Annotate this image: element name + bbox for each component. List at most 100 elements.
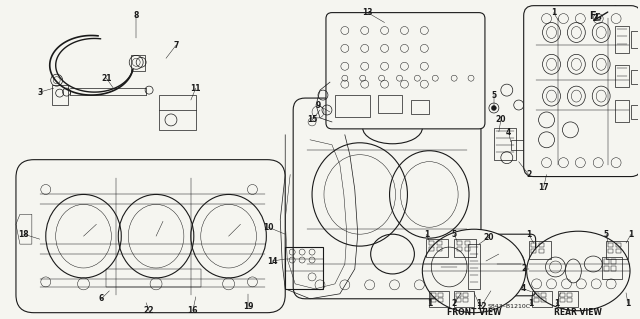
Bar [52,85,68,105]
Text: 1: 1 [427,299,432,308]
Text: 14: 14 [267,256,278,265]
Bar [541,293,545,297]
Bar [511,140,525,150]
Bar [426,239,448,257]
Bar [568,293,572,297]
Bar [335,95,370,117]
Bar [531,243,536,247]
Text: 5: 5 [452,230,457,239]
Bar [131,55,145,71]
Bar [534,298,539,302]
Bar [494,128,516,160]
Bar [457,241,462,245]
Text: 16: 16 [188,306,198,315]
FancyBboxPatch shape [524,6,640,176]
Bar [456,298,461,302]
Bar [454,291,474,307]
Bar [606,241,628,259]
Bar [454,239,476,257]
Bar [615,26,629,53]
Text: 17: 17 [538,183,549,192]
Bar [429,291,449,307]
Text: FRONT VIEW: FRONT VIEW [447,308,501,317]
Bar [539,249,543,253]
Text: 9: 9 [316,100,321,109]
Text: 5: 5 [604,230,609,239]
Polygon shape [603,6,616,19]
Text: 13: 13 [362,8,373,17]
Ellipse shape [422,229,525,313]
Bar [608,243,613,247]
Bar [429,247,435,251]
Bar [534,293,539,297]
Bar [465,241,470,245]
Text: S843–B1210C: S843–B1210C [487,304,531,309]
Bar [429,241,435,245]
Bar [463,298,468,302]
Bar [559,291,579,307]
Bar [529,241,550,259]
Bar [106,269,201,287]
Text: 20: 20 [495,115,506,124]
Bar [539,243,543,247]
Text: 4: 4 [506,128,511,137]
Bar [602,257,622,279]
Bar [468,244,480,289]
Text: 20: 20 [484,233,494,242]
Bar [438,293,444,297]
Bar [378,95,403,113]
Bar [604,259,609,264]
Text: 6: 6 [99,294,104,303]
Bar [631,70,639,84]
Bar [611,259,616,264]
Bar [631,105,639,119]
Bar [285,247,323,289]
Text: 11: 11 [191,84,201,93]
Bar [616,249,621,253]
Text: 19: 19 [243,302,253,311]
Text: 22: 22 [144,306,154,315]
Bar [561,298,565,302]
Bar [456,293,461,297]
Ellipse shape [527,231,630,311]
Bar [604,266,609,271]
FancyBboxPatch shape [16,160,285,313]
Bar [457,247,462,251]
Text: 3: 3 [37,88,42,97]
Bar [437,241,442,245]
Bar [431,293,436,297]
Text: 5: 5 [492,91,497,100]
Bar [631,31,639,48]
Text: 4: 4 [521,284,526,293]
Bar [615,65,629,87]
Text: 2: 2 [451,299,457,308]
Text: 1: 1 [424,230,429,239]
Text: 10: 10 [263,223,273,232]
Text: 8: 8 [134,11,139,20]
Text: 2: 2 [526,170,531,179]
Bar [611,266,616,271]
FancyBboxPatch shape [293,98,481,299]
Text: 1: 1 [551,8,556,17]
Text: 1: 1 [625,299,630,308]
Bar [568,298,572,302]
Bar [465,247,470,251]
Bar [531,249,536,253]
Circle shape [492,106,497,110]
Bar [541,298,545,302]
Bar [608,249,613,253]
Text: 1: 1 [554,299,559,308]
Text: 18: 18 [19,230,29,239]
Text: 1: 1 [628,230,634,239]
Text: 1: 1 [476,299,482,308]
Text: 12: 12 [476,302,486,311]
Text: REAR VIEW: REAR VIEW [554,308,602,317]
Bar [615,100,629,122]
Bar [438,298,444,302]
Bar [463,293,468,297]
Text: 21: 21 [101,74,111,83]
Text: 1: 1 [528,299,533,308]
Bar [561,293,565,297]
Text: 15: 15 [307,115,317,124]
Bar [616,243,621,247]
